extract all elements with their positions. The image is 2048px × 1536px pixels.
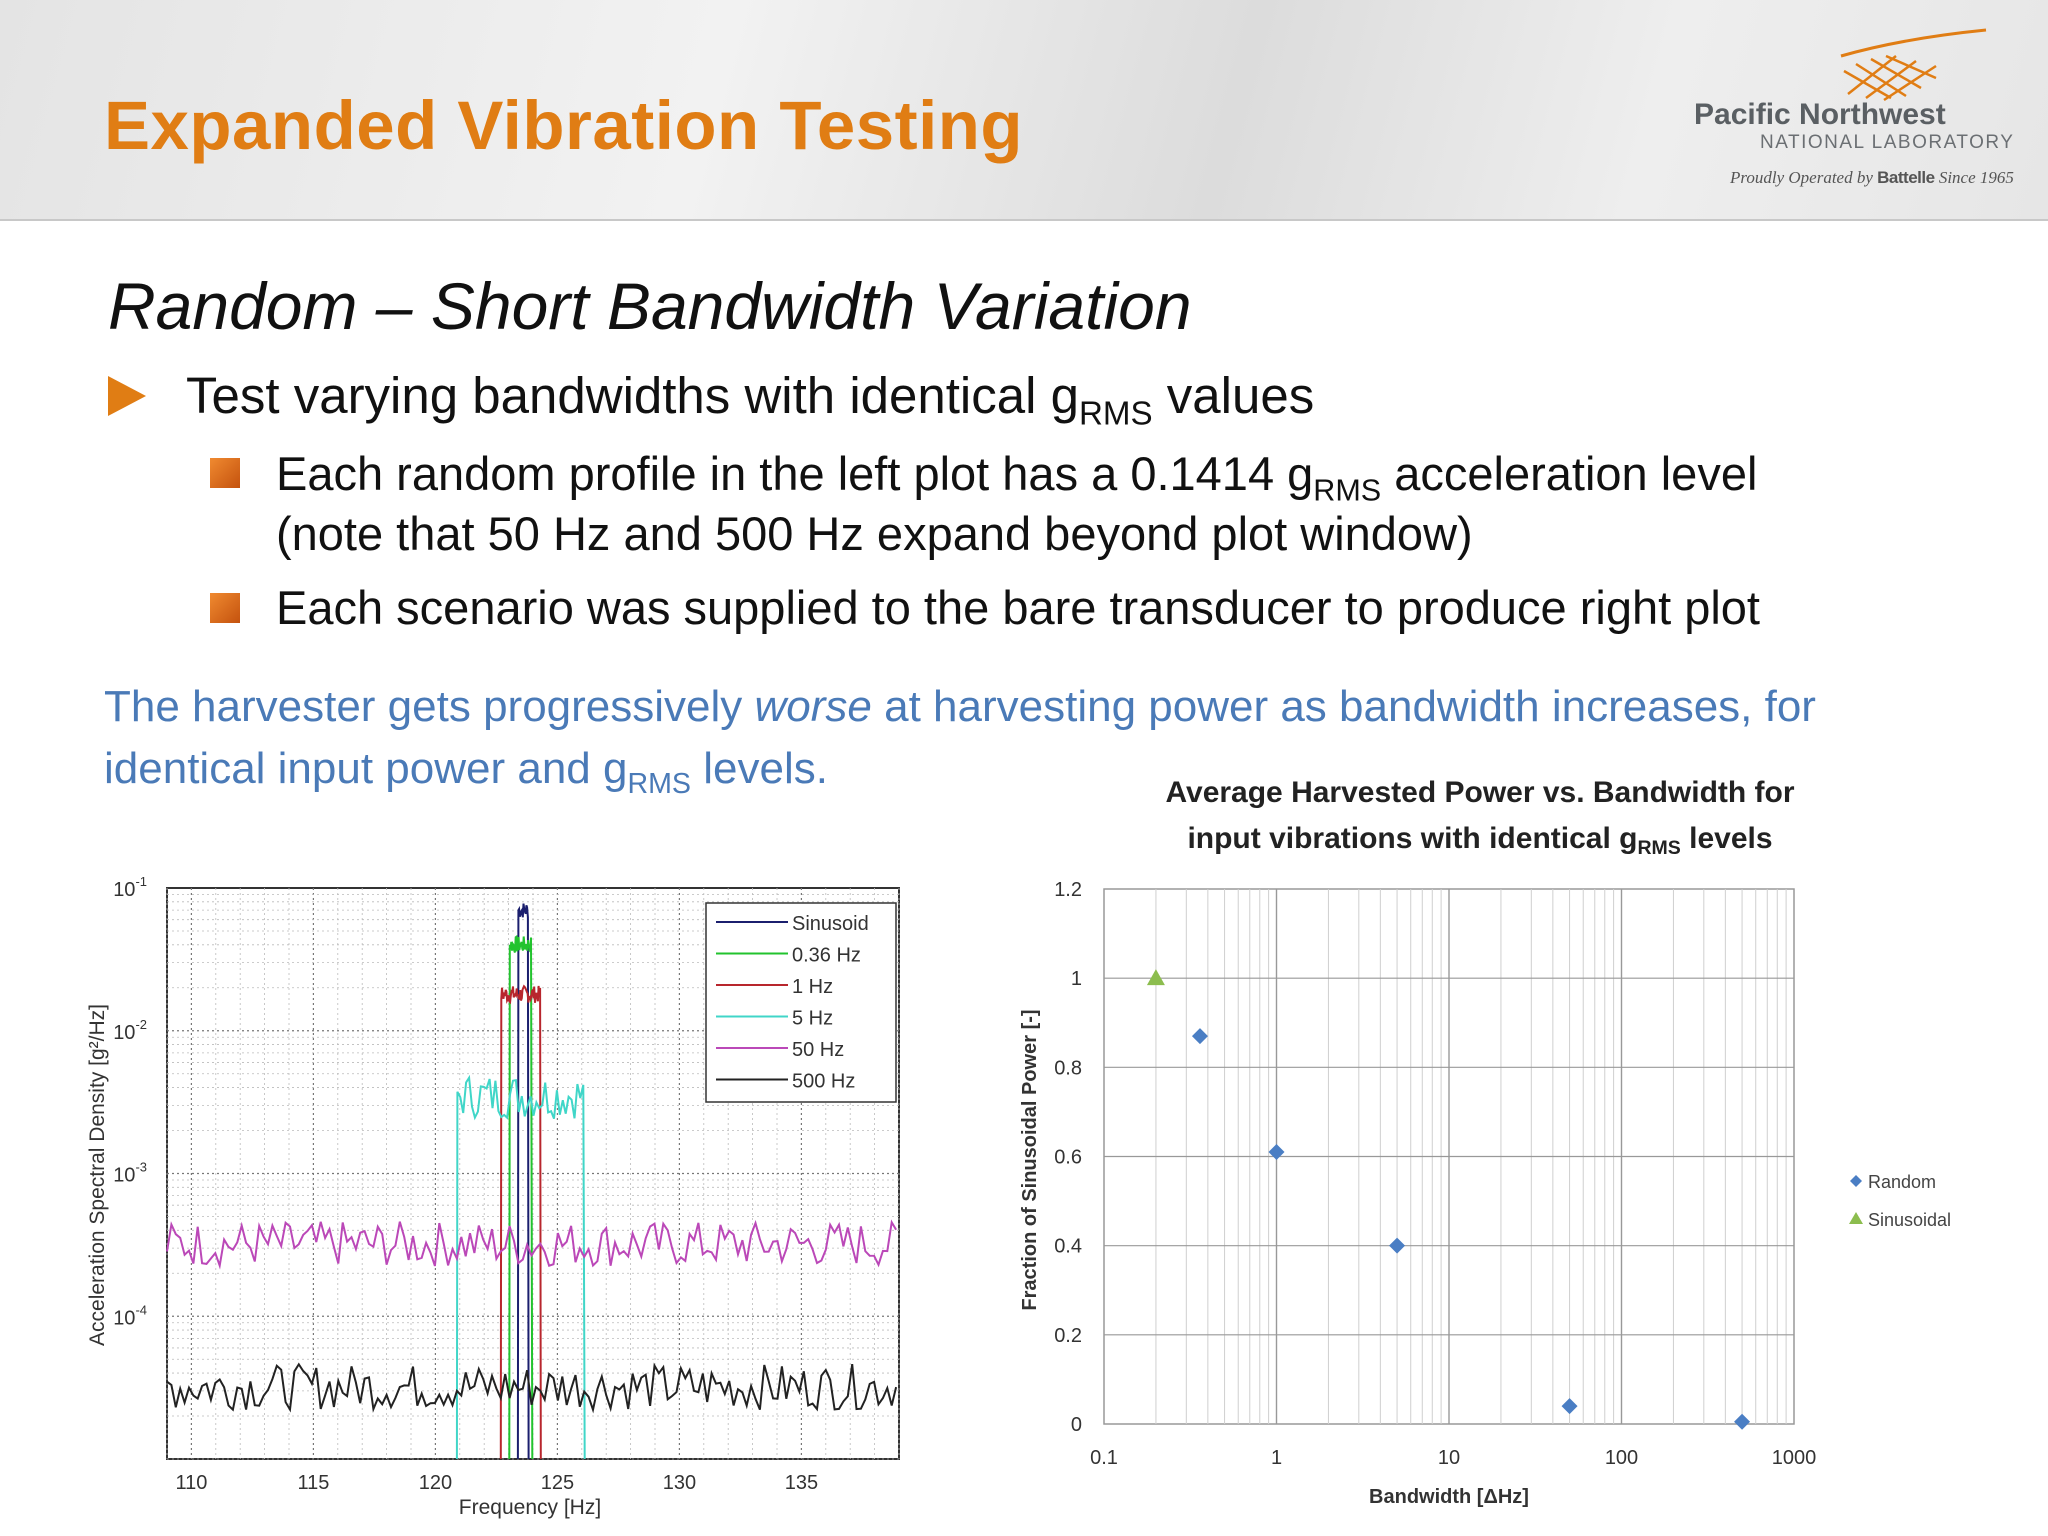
bullet-arrow-icon [108,376,146,416]
scatter-legend-label: Sinusoidal [1868,1210,1951,1230]
scatter-point-random [1191,1028,1208,1045]
psd-x-tick-label: 135 [785,1472,818,1494]
psd-x-tick-label: 120 [419,1472,452,1494]
conclusion-note: The harvester gets progressively worse a… [104,682,1816,800]
header-band [0,0,2048,220]
header-divider [0,219,2048,221]
psd-legend-label: 50 Hz [792,1039,844,1061]
scatter-y-tick-label: 0.2 [1054,1325,1082,1347]
scatter-x-tick-label: 0.1 [1090,1447,1118,1469]
sub-bullet-2: Each scenario was supplied to the bare t… [276,581,1760,634]
logo-text-sub: NATIONAL LABORATORY [1760,132,2015,153]
psd-x-tick-label: 115 [297,1472,329,1494]
psd-legend-label: Sinusoid [792,913,869,935]
psd-series-line [508,934,534,1460]
scatter-title: Average Harvested Power vs. Bandwidth fo… [1165,776,1795,859]
scatter-plot-area [1103,888,1795,1425]
psd-legend-label: 500 Hz [792,1071,855,1093]
psd-chart: 110 115 120 125 130 135 10-1 10-2 10-3 10-4 Accel… [86,874,900,1519]
scatter-x-tick-label: 1 [1271,1447,1282,1469]
scatter-legend-marker [1849,1212,1863,1224]
scatter-y-tick-label: 1.2 [1054,879,1082,901]
scatter-legend-marker [1850,1175,1862,1187]
psd-legend-label: 0.36 Hz [792,945,861,967]
scatter-legend-label: Random [1868,1172,1936,1192]
logo-tagline: Proudly Operated by Battelle Since 1965 [1730,168,2014,187]
psd-xlabel: Frequency [Hz] [459,1496,601,1519]
scatter-y-tick-label: 0.6 [1054,1147,1082,1169]
pnnl-logo-icon [1840,28,1987,102]
scatter-point-sinusoidal [1146,969,1165,986]
sub-bullet-square-icon [210,458,240,488]
psd-x-tick-label: 110 [175,1472,207,1494]
scatter-point-random [1268,1144,1285,1161]
scatter-y-tick-label: 1 [1071,968,1082,990]
scatter-y-tick-label: 0.8 [1054,1057,1082,1079]
scatter-x-tick-label: 1000 [1772,1447,1817,1469]
scatter-y-tick-label: 0.4 [1054,1236,1082,1258]
psd-series-line [166,1362,898,1414]
slide-subtitle: Random – Short Bandwidth Variation [108,269,1192,343]
scatter-y-tick-label: 0 [1071,1414,1082,1436]
psd-y-tick-label: 10-3 [113,1160,147,1187]
slide-title: Expanded Vibration Testing [104,87,1024,164]
psd-y-tick-label: 10-2 [113,1017,147,1044]
scatter-point-random [1561,1398,1578,1415]
psd-series-line [166,1219,897,1270]
logo-text-main: Pacific Northwest [1694,98,1946,131]
psd-series-line [455,1074,586,1460]
scatter-x-tick-label: 100 [1605,1447,1638,1469]
psd-legend-label: 1 Hz [792,976,833,998]
scatter-point-random [1734,1413,1751,1430]
sub-bullet-square-icon [210,593,240,623]
psd-y-tick-label: 10-4 [113,1302,147,1329]
scatter-x-tick-label: 10 [1438,1447,1460,1469]
psd-x-tick-label: 125 [541,1472,574,1494]
psd-legend-box [705,902,897,1103]
psd-y-tick-label: 10-1 [113,874,147,901]
psd-x-tick-label: 130 [663,1472,696,1494]
bullet-1: Test varying bandwidths with identical g… [186,367,1315,433]
scatter-xlabel: Bandwidth [ΔHz] [1369,1486,1529,1508]
sub-bullet-1: Each random profile in the left plot has… [276,447,1758,560]
scatter-point-random [1389,1237,1406,1254]
psd-legend-label: 5 Hz [792,1008,833,1030]
psd-series-line [516,903,530,1460]
psd-series-line [499,984,542,1460]
scatter-ylabel: Fraction of Sinusoidal Power [-] [1019,1009,1041,1310]
psd-ylabel: Acceleration Spectral Density [g²/Hz] [86,1004,109,1346]
